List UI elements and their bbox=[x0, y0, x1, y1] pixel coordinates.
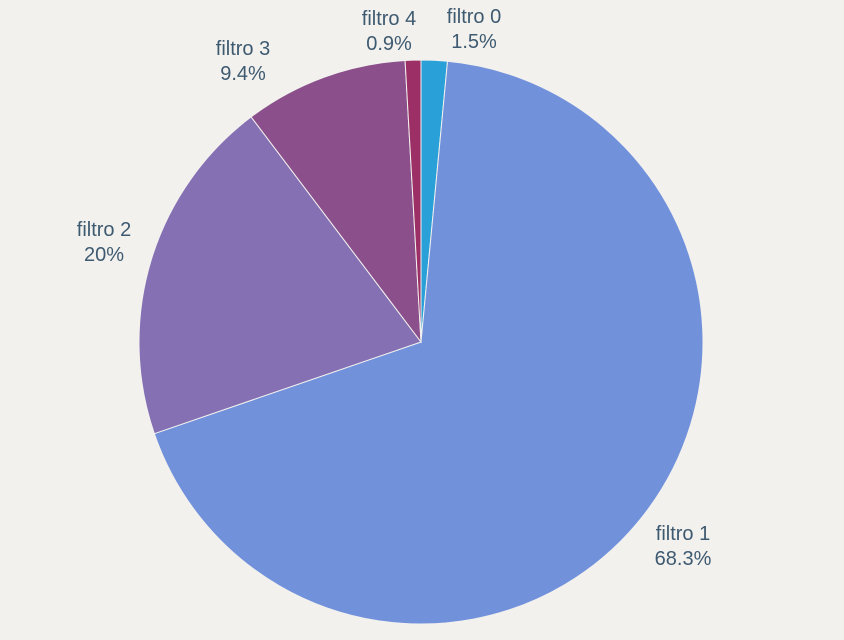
pie-slice-filtro-3 bbox=[250, 59, 422, 344]
pie-slice-filtro-4 bbox=[404, 59, 422, 343]
pie-slice-filtro-1 bbox=[153, 60, 704, 625]
slice-value-label: 1.5% bbox=[451, 31, 497, 53]
slice-category-label: filtro 2 bbox=[77, 219, 131, 241]
slice-label-filtro-4: filtro 4 0.9% bbox=[362, 8, 416, 55]
pie-slices bbox=[138, 59, 704, 625]
slice-category-label: filtro 4 bbox=[362, 8, 416, 30]
slice-category-label: filtro 1 bbox=[656, 523, 710, 545]
slice-label-filtro-0: filtro 0 1.5% bbox=[447, 6, 501, 53]
slice-label-filtro-2: filtro 2 20% bbox=[77, 219, 131, 266]
slice-category-label: filtro 3 bbox=[216, 38, 270, 60]
slice-value-label: 9.4% bbox=[220, 63, 266, 85]
slice-value-label: 0.9% bbox=[366, 33, 412, 55]
slice-label-filtro-3: filtro 3 9.4% bbox=[216, 38, 270, 85]
slice-category-label: filtro 0 bbox=[447, 6, 501, 28]
slice-value-label: 68.3% bbox=[655, 548, 712, 570]
pie-labels: filtro 0 1.5%filtro 1 68.3%filtro 2 20%filt… bbox=[77, 6, 712, 570]
pie-slice-filtro-2 bbox=[138, 116, 422, 435]
slice-label-filtro-1: filtro 1 68.3% bbox=[655, 523, 712, 570]
slice-value-label: 20% bbox=[84, 244, 124, 266]
